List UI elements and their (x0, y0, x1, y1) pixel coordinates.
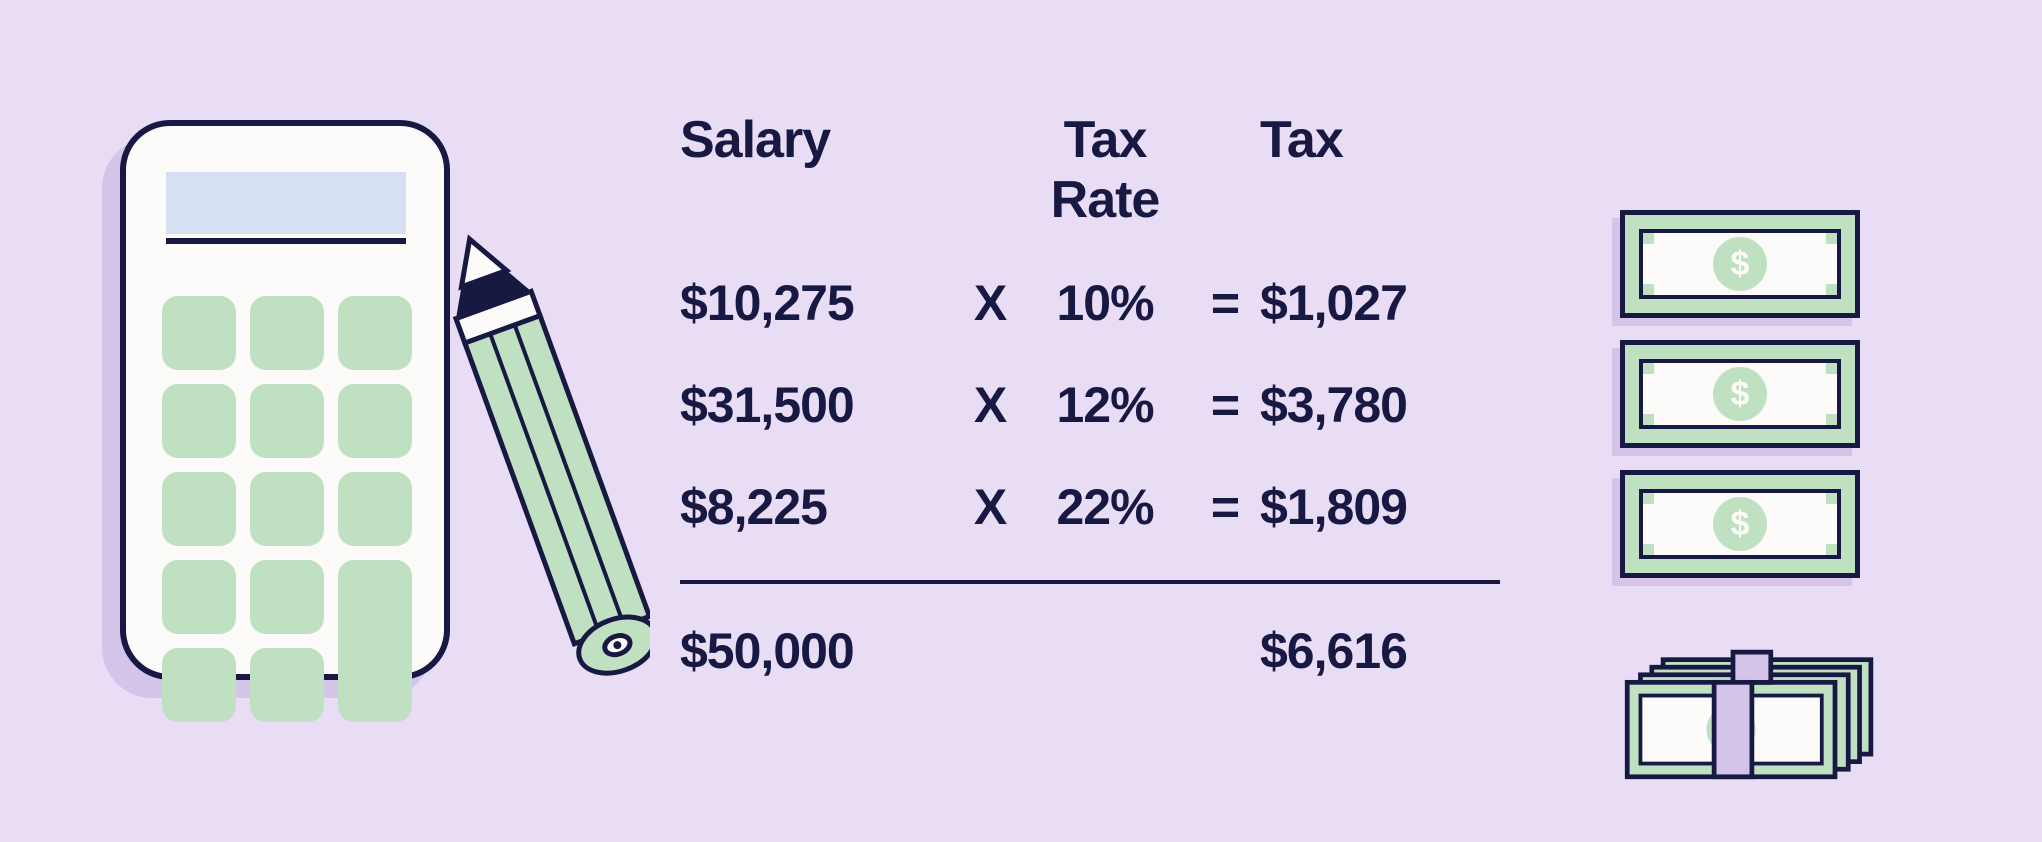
calculator-key (338, 296, 412, 370)
dollar-sign-icon: $ (1713, 237, 1767, 291)
calculator-key (162, 648, 236, 722)
calculator-screen (166, 172, 406, 234)
cell-tax: $1,027 (1260, 274, 1500, 332)
calculator-key (162, 384, 236, 458)
cell-salary: $10,275 (680, 274, 960, 332)
dollar-sign-icon: $ (1713, 367, 1767, 421)
multiply-icon: X (960, 274, 1020, 332)
header-rate: Tax Rate (1020, 110, 1190, 230)
equals-icon: = (1190, 274, 1260, 332)
cell-salary: $8,225 (680, 478, 960, 536)
total-salary: $50,000 (680, 622, 960, 680)
cash-stack-icon: $ (1600, 620, 1900, 790)
calculator-group (120, 120, 580, 740)
tax-bracket-table: Salary Tax Rate Tax $10,275 X 10% = $1,0… (680, 110, 1500, 680)
cell-rate: 10% (1020, 274, 1190, 332)
header-tax: Tax (1260, 110, 1500, 230)
infographic-canvas: Salary Tax Rate Tax $10,275 X 10% = $1,0… (0, 0, 2042, 842)
calculator-key (162, 560, 236, 634)
cell-tax: $1,809 (1260, 478, 1500, 536)
table-row: $31,500 X 12% = $3,780 (680, 376, 1500, 434)
calculator-key (338, 384, 412, 458)
table-header-row: Salary Tax Rate Tax (680, 110, 1500, 230)
calculator-keys (162, 296, 412, 722)
calculator-key-tall (338, 560, 412, 722)
calculator-key (250, 384, 324, 458)
table-row: $10,275 X 10% = $1,027 (680, 274, 1500, 332)
dollar-bills-column: $ $ (1620, 210, 1860, 600)
total-tax: $6,616 (1260, 622, 1500, 680)
header-salary: Salary (680, 110, 960, 230)
calculator-key (250, 296, 324, 370)
table-row: $8,225 X 22% = $1,809 (680, 478, 1500, 536)
calculator-key (250, 560, 324, 634)
table-divider (680, 580, 1500, 584)
cell-salary: $31,500 (680, 376, 960, 434)
cell-rate: 22% (1020, 478, 1190, 536)
multiply-icon: X (960, 478, 1020, 536)
calculator-key (338, 472, 412, 546)
dollar-bill-icon: $ (1620, 210, 1860, 318)
calculator-key (162, 296, 236, 370)
calculator-screen-underline (166, 238, 406, 244)
dollar-bill-icon: $ (1620, 340, 1860, 448)
cell-rate: 12% (1020, 376, 1190, 434)
table-totals-row: $50,000 $6,616 (680, 622, 1500, 680)
cell-tax: $3,780 (1260, 376, 1500, 434)
equals-icon: = (1190, 376, 1260, 434)
calculator-key (162, 472, 236, 546)
calculator-key (250, 648, 324, 722)
dollar-sign-icon: $ (1713, 497, 1767, 551)
calculator-key (250, 472, 324, 546)
pencil-icon (450, 200, 650, 720)
multiply-icon: X (960, 376, 1020, 434)
equals-icon: = (1190, 478, 1260, 536)
dollar-bill-icon: $ (1620, 470, 1860, 578)
calculator-icon (120, 120, 450, 680)
